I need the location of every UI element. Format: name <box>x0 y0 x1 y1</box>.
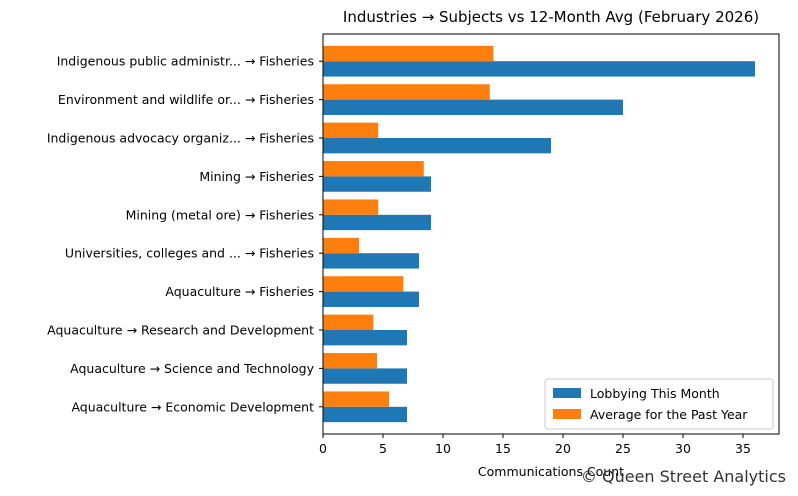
x-axis-label: Communications Count <box>478 464 624 479</box>
legend-label: Average for the Past Year <box>590 407 748 422</box>
legend-swatch <box>553 409 581 419</box>
bar-past-year-average <box>323 161 424 177</box>
x-tick-label: 25 <box>615 441 631 456</box>
y-tick-label: Aquaculture → Fisheries <box>165 284 314 299</box>
bar-this-month <box>323 368 407 384</box>
bar-this-month <box>323 253 419 269</box>
bar-past-year-average <box>323 237 359 254</box>
legend: Lobbying This Month Average for the Past … <box>544 378 774 430</box>
bar-this-month <box>323 406 407 423</box>
legend-swatch <box>553 388 581 398</box>
legend-label: Lobbying This Month <box>590 386 720 401</box>
x-tick-label: 15 <box>495 441 511 456</box>
x-tick-label: 5 <box>379 441 387 456</box>
y-tick-label: Mining → Fisheries <box>199 169 314 184</box>
x-axis: 0 5 10 15 20 25 30 35 <box>319 434 751 456</box>
bar-past-year-average <box>323 314 374 330</box>
y-tick-label: Aquaculture → Science and Technology <box>70 361 314 376</box>
plot-frame <box>322 33 780 435</box>
bar-this-month <box>323 99 623 115</box>
bar-past-year-average <box>323 199 379 215</box>
x-tick-label: 30 <box>675 441 691 456</box>
bar-past-year-average <box>323 122 379 138</box>
y-axis: Indigenous public administr... → Fisheri… <box>47 54 323 414</box>
bars-group <box>323 45 755 423</box>
bar-this-month <box>323 61 755 77</box>
bar-past-year-average <box>323 391 389 407</box>
bar-past-year-average <box>323 45 494 62</box>
x-tick-label: 20 <box>555 441 571 456</box>
y-tick-label: Indigenous advocacy organiz... → Fisheri… <box>47 131 314 146</box>
legend-box <box>544 378 774 430</box>
bar-past-year-average <box>323 276 404 292</box>
bar-this-month <box>323 176 431 192</box>
x-tick-label: 10 <box>435 441 451 456</box>
y-tick-label: Universities, colleges and ... → Fisheri… <box>65 246 314 261</box>
y-tick-label: Indigenous public administr... → Fisheri… <box>57 54 314 69</box>
bar-past-year-average <box>323 84 490 100</box>
watermark: © Queen Street Analytics <box>580 467 786 486</box>
bar-this-month <box>323 214 431 231</box>
y-tick-label: Mining (metal ore) → Fisheries <box>126 207 314 222</box>
bar-this-month <box>323 138 551 154</box>
y-tick-label: Aquaculture → Research and Development <box>47 323 314 338</box>
bar-this-month <box>323 291 419 307</box>
chart-title: Industries → Subjects vs 12-Month Avg (F… <box>343 8 759 26</box>
y-tick-label: Environment and wildlife or... → Fisheri… <box>58 92 314 107</box>
bar-this-month <box>323 330 407 346</box>
bar-past-year-average <box>323 353 377 369</box>
x-tick-label: 0 <box>319 441 327 456</box>
x-tick-label: 35 <box>735 441 751 456</box>
y-tick-label: Aquaculture → Economic Development <box>71 399 314 414</box>
